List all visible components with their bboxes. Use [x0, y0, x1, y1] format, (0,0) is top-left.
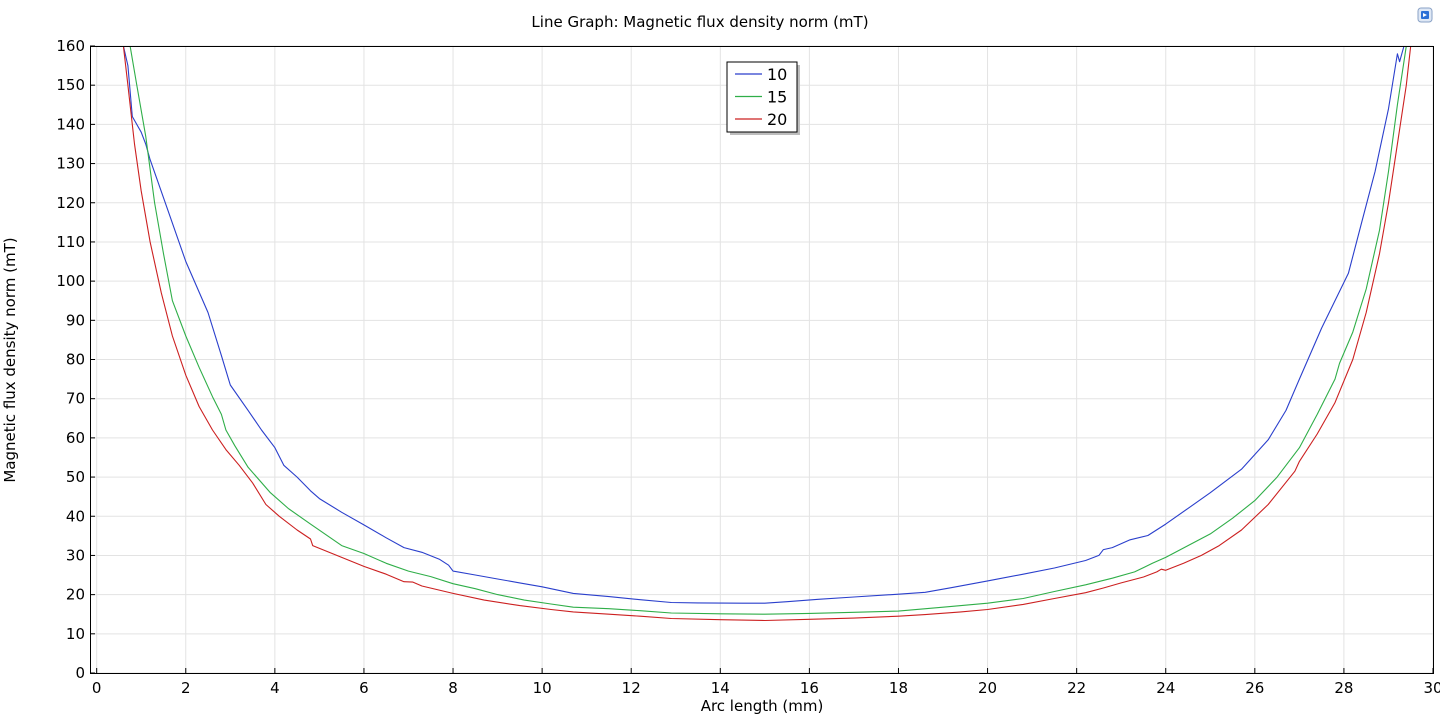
y-tick-label: 140: [56, 115, 85, 133]
x-tick-label: 8: [448, 679, 458, 697]
legend-label-20: 20: [767, 110, 787, 129]
y-tick-label: 100: [56, 272, 85, 290]
x-tick-label: 0: [92, 679, 102, 697]
grid-lines: [90, 45, 1434, 674]
legend[interactable]: 10 15 20: [726, 61, 800, 135]
legend-label-10: 10: [767, 65, 787, 84]
y-tick-label: 70: [66, 390, 85, 408]
window-restore-icon[interactable]: [1416, 6, 1434, 24]
series-line-15: [129, 46, 1407, 615]
y-tick-label: 50: [66, 468, 85, 486]
x-tick-label: 18: [889, 679, 908, 697]
x-tick-label: 12: [622, 679, 641, 697]
chart-title: Line Graph: Magnetic flux density norm (…: [531, 13, 868, 31]
y-tick-label: 90: [66, 311, 85, 329]
x-tick-label: 16: [800, 679, 819, 697]
x-tick-label: 4: [270, 679, 280, 697]
y-tick-label: 150: [56, 76, 85, 94]
x-tick-label: 24: [1156, 679, 1175, 697]
x-tick-label: 2: [181, 679, 191, 697]
x-tick-label: 14: [711, 679, 730, 697]
y-tick-label: 40: [66, 507, 85, 525]
series-layer: [122, 46, 1412, 622]
y-tick-label: 10: [66, 625, 85, 643]
legend-label-15: 15: [767, 88, 787, 107]
x-tick-label: 28: [1334, 679, 1353, 697]
y-tick-label: 20: [66, 586, 85, 604]
series-line-10: [122, 46, 1405, 604]
series-line-20: [122, 46, 1412, 622]
x-tick-label: 10: [533, 679, 552, 697]
x-tick-label: 6: [359, 679, 369, 697]
x-axis-label: Arc length (mm): [701, 697, 824, 715]
axis-ticks: 0 2 4 6 8 10 12 14 16 18 20 22 24 26 28 300102030405060…: [56, 37, 1440, 697]
x-tick-label: 26: [1245, 679, 1264, 697]
x-tick-label: 30: [1423, 679, 1440, 697]
y-tick-label: 120: [56, 194, 85, 212]
y-tick-label: 160: [56, 37, 85, 55]
y-tick-label: 30: [66, 546, 85, 564]
y-tick-label: 80: [66, 351, 85, 369]
y-tick-label: 0: [75, 664, 85, 682]
x-tick-label: 22: [1067, 679, 1086, 697]
y-tick-label: 110: [56, 233, 85, 251]
y-tick-label: 60: [66, 429, 85, 447]
x-tick-label: 20: [978, 679, 997, 697]
y-axis-label: Magnetic flux density norm (mT): [1, 237, 19, 482]
y-tick-label: 130: [56, 155, 85, 173]
